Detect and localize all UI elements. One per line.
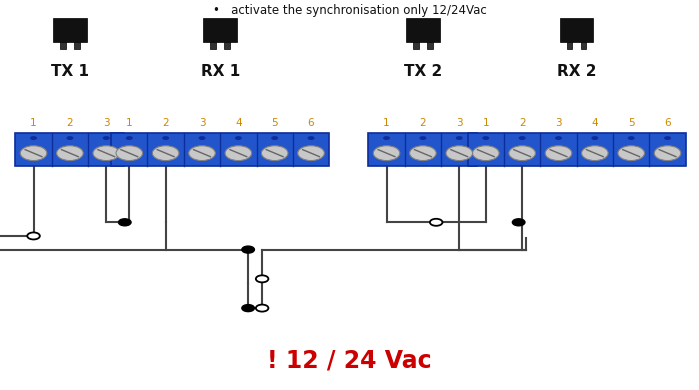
Bar xyxy=(53,18,87,42)
Circle shape xyxy=(473,146,499,161)
Circle shape xyxy=(30,136,37,140)
Text: 2: 2 xyxy=(66,118,73,128)
Bar xyxy=(210,42,216,49)
Text: 5: 5 xyxy=(271,118,278,128)
Text: RX 2: RX 2 xyxy=(557,64,596,79)
Bar xyxy=(468,133,686,166)
Circle shape xyxy=(242,305,254,312)
Circle shape xyxy=(57,146,83,161)
Text: 2: 2 xyxy=(162,118,169,128)
Circle shape xyxy=(664,136,671,140)
Circle shape xyxy=(410,146,436,161)
Text: 3: 3 xyxy=(103,118,110,128)
Circle shape xyxy=(189,146,215,161)
Text: 1: 1 xyxy=(126,118,133,128)
Text: TX 1: TX 1 xyxy=(51,64,89,79)
Circle shape xyxy=(119,219,131,226)
Circle shape xyxy=(20,146,47,161)
Text: TX 2: TX 2 xyxy=(404,64,442,79)
Text: 3: 3 xyxy=(199,118,206,128)
Circle shape xyxy=(446,146,473,161)
Text: •   activate the synchronisation only 12/24Vac: • activate the synchronisation only 12/2… xyxy=(212,4,487,17)
Circle shape xyxy=(519,136,526,140)
Bar xyxy=(413,42,419,49)
Circle shape xyxy=(373,146,400,161)
Circle shape xyxy=(242,246,254,253)
Circle shape xyxy=(256,305,268,312)
Bar xyxy=(224,42,230,49)
Text: 1: 1 xyxy=(383,118,390,128)
Circle shape xyxy=(126,136,133,140)
Bar xyxy=(15,133,124,166)
Text: 4: 4 xyxy=(235,118,242,128)
Circle shape xyxy=(482,136,489,140)
Text: 6: 6 xyxy=(308,118,315,128)
Circle shape xyxy=(618,146,644,161)
Circle shape xyxy=(298,146,324,161)
Bar xyxy=(74,42,80,49)
Text: 1: 1 xyxy=(30,118,37,128)
Text: 1: 1 xyxy=(482,118,489,128)
Circle shape xyxy=(591,136,598,140)
Bar xyxy=(560,18,593,42)
Circle shape xyxy=(545,146,572,161)
Circle shape xyxy=(456,136,463,140)
Text: 6: 6 xyxy=(664,118,671,128)
Circle shape xyxy=(430,219,442,226)
Circle shape xyxy=(93,146,120,161)
Circle shape xyxy=(271,136,278,140)
Circle shape xyxy=(225,146,252,161)
Circle shape xyxy=(654,146,681,161)
Circle shape xyxy=(383,136,390,140)
Circle shape xyxy=(162,136,169,140)
Bar xyxy=(368,133,477,166)
Circle shape xyxy=(628,136,635,140)
Circle shape xyxy=(116,146,143,161)
Circle shape xyxy=(256,275,268,282)
Text: 2: 2 xyxy=(519,118,526,128)
Circle shape xyxy=(152,146,179,161)
Bar xyxy=(111,133,329,166)
Circle shape xyxy=(555,136,562,140)
Text: 5: 5 xyxy=(628,118,635,128)
Circle shape xyxy=(308,136,315,140)
Circle shape xyxy=(66,136,73,140)
Circle shape xyxy=(509,146,535,161)
Circle shape xyxy=(582,146,608,161)
Text: 3: 3 xyxy=(555,118,562,128)
Circle shape xyxy=(419,136,426,140)
Circle shape xyxy=(512,219,525,226)
Text: 2: 2 xyxy=(419,118,426,128)
Text: 4: 4 xyxy=(591,118,598,128)
Bar xyxy=(406,18,440,42)
Circle shape xyxy=(103,136,110,140)
Circle shape xyxy=(27,232,40,239)
Text: 3: 3 xyxy=(456,118,463,128)
Bar xyxy=(427,42,433,49)
Text: ! 12 / 24 Vac: ! 12 / 24 Vac xyxy=(267,349,432,373)
Circle shape xyxy=(199,136,206,140)
Text: RX 1: RX 1 xyxy=(201,64,240,79)
Bar xyxy=(581,42,586,49)
Bar xyxy=(60,42,66,49)
Circle shape xyxy=(261,146,288,161)
Bar xyxy=(567,42,572,49)
Circle shape xyxy=(235,136,242,140)
Bar xyxy=(203,18,237,42)
